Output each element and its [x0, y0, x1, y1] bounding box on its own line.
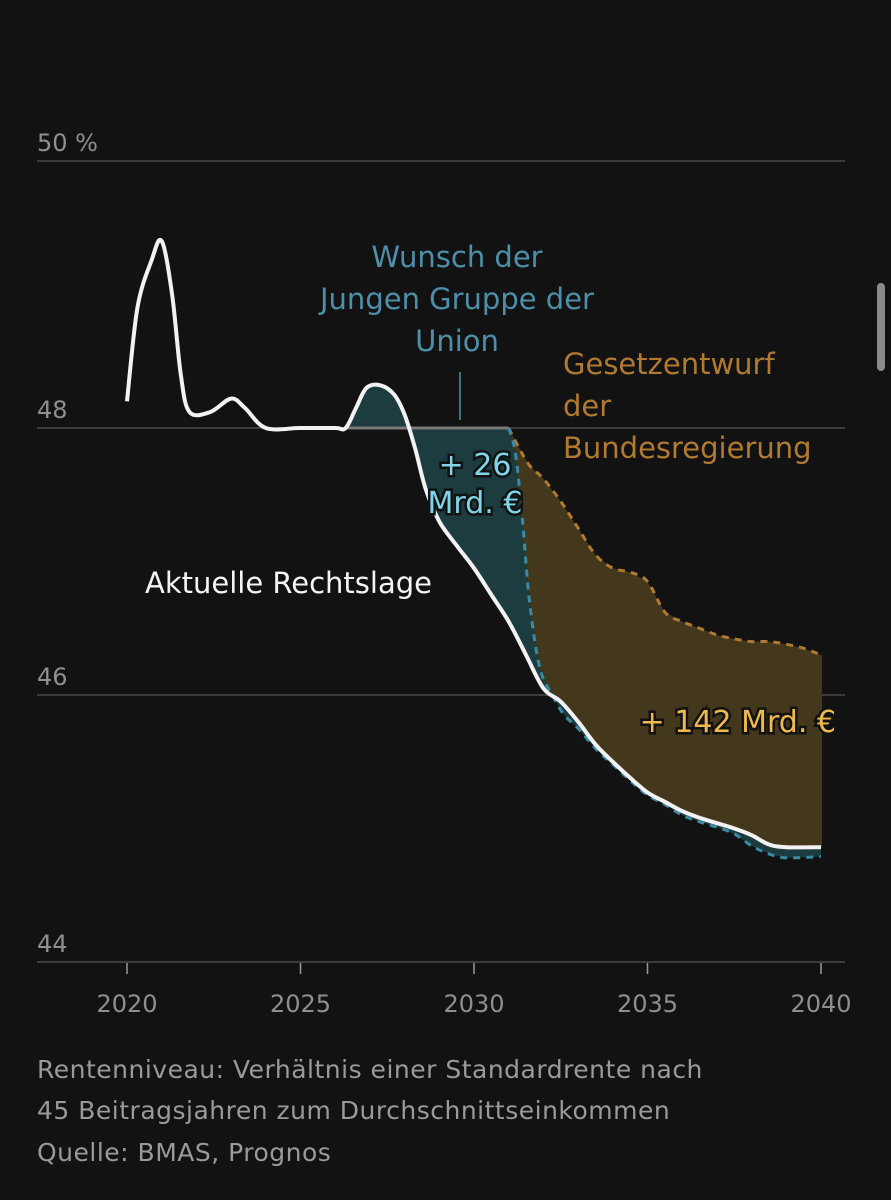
union-annotation-line-1: Wunsch der — [371, 240, 542, 274]
aktuell-series-label: Aktuelle Rechtslage — [145, 566, 432, 600]
footnote-definition-line-2: 45 Beitragsjahren zum Durchschnittseinko… — [37, 1096, 671, 1125]
x-tick-label-2025: 2025 — [270, 990, 331, 1018]
y-tick-label-44: 44 — [37, 930, 68, 958]
scrollbar-thumb[interactable] — [877, 283, 885, 371]
union-annotation-line-3: Union — [415, 324, 499, 358]
union-annotation-line-2: Jungen Gruppe der — [318, 282, 594, 316]
x-tick-label-2030: 2030 — [443, 990, 504, 1018]
grid-lines — [37, 160, 845, 963]
difference-areas — [345, 385, 822, 858]
pension-level-chart: 50 % 48 46 44 2020 2025 2030 2035 2040 Wunsch de… — [37, 129, 852, 1018]
x-tick-label-2040: 2040 — [790, 990, 851, 1018]
x-tick-label-2035: 2035 — [617, 990, 678, 1018]
footnote-definition-line-1: Rentenniveau: Verhältnis einer Standardr… — [37, 1055, 703, 1084]
y-tick-label-46: 46 — [37, 663, 68, 691]
y-tick-label-48: 48 — [37, 396, 68, 424]
y-tick-label-50: 50 % — [37, 129, 98, 157]
aktuell-series-line — [125, 237, 822, 850]
x-tick-label-2020: 2020 — [96, 990, 157, 1018]
regierung-annotation-line-1: Gesetzentwurf — [563, 347, 775, 381]
regierung-value-label: + 142 Mrd. € — [640, 705, 836, 740]
union-difference-area — [345, 385, 561, 710]
regierung-difference-area — [508, 428, 821, 848]
union-series-line — [507, 427, 822, 860]
axes: 50 % 48 46 44 2020 2025 2030 2035 2040 — [37, 129, 852, 1018]
footnote-source: Quelle: BMAS, Prognos — [37, 1138, 332, 1167]
union-value-line-2: Mrd. € — [428, 486, 523, 521]
regierung-annotation-line-3: Bundesregierung — [563, 431, 812, 465]
regierung-annotation-line-2: der — [563, 389, 611, 423]
series-lines — [125, 237, 822, 860]
union-value-line-1: + 26 — [439, 448, 512, 483]
